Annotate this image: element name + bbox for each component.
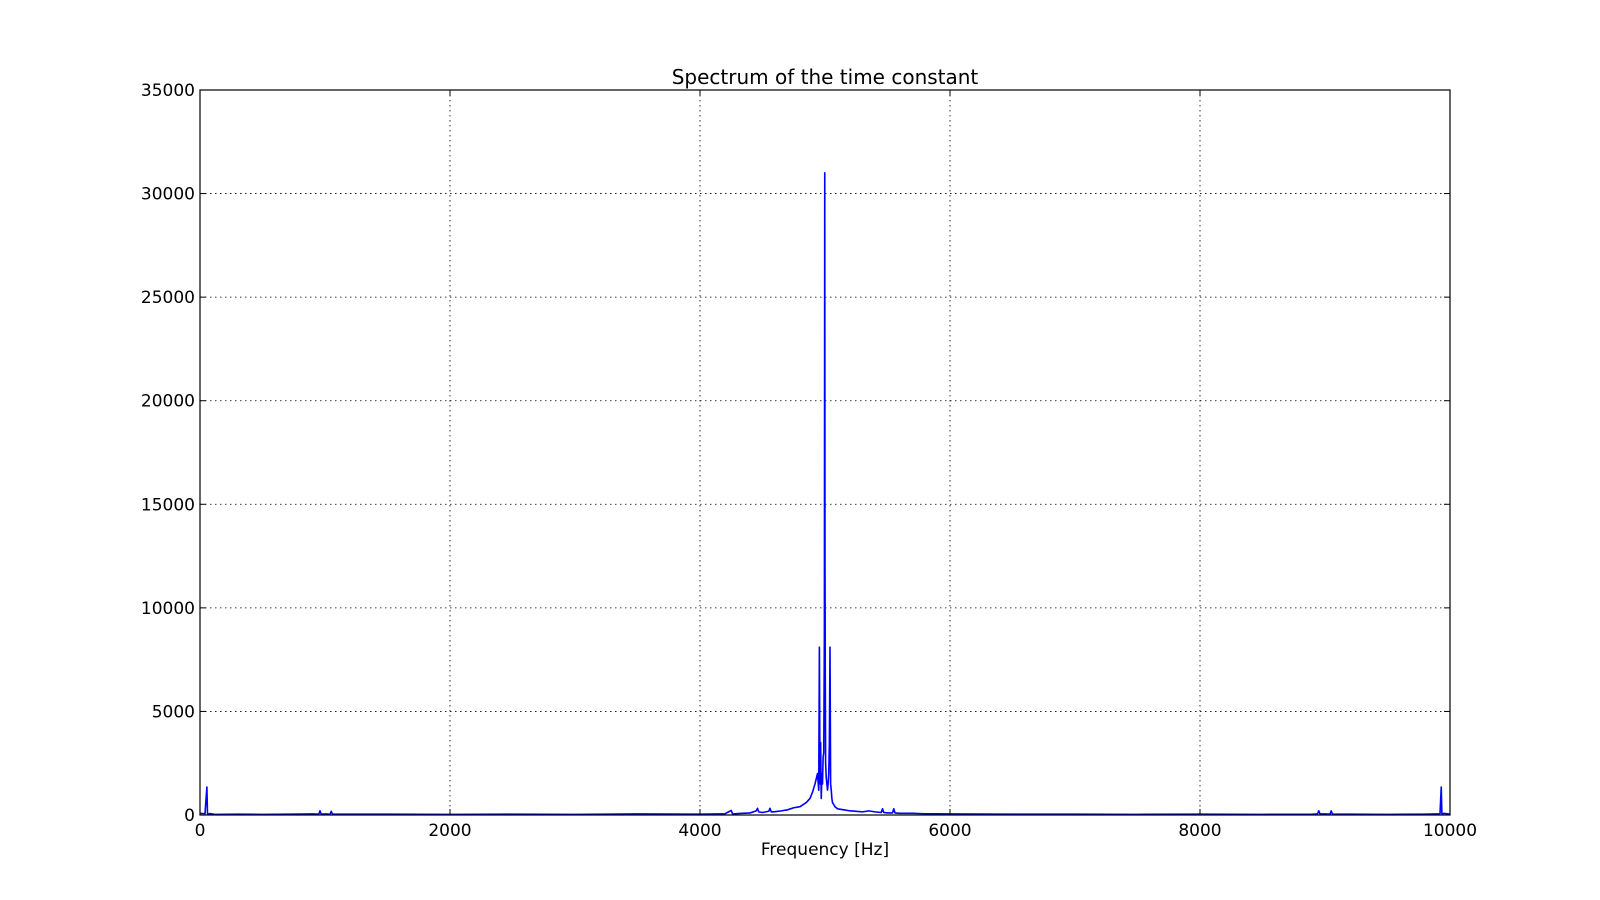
x-tick-label: 4000	[678, 821, 721, 841]
x-tick-label: 0	[195, 821, 206, 841]
y-tick-label: 35000	[141, 81, 195, 101]
x-axis-label: Frequency [Hz]	[761, 840, 889, 860]
y-tick-label: 0	[184, 806, 195, 826]
chart-title: Spectrum of the time constant	[672, 65, 979, 89]
x-tick-label: 10000	[1423, 821, 1477, 841]
spectrum-line	[199, 172, 1451, 816]
x-tick-label: 6000	[928, 821, 971, 841]
y-tick-label: 20000	[141, 392, 195, 412]
x-tick-label: 2000	[428, 821, 471, 841]
y-tick-label: 25000	[141, 288, 195, 308]
y-tick-label: 30000	[141, 185, 195, 205]
y-tick-label: 5000	[152, 702, 195, 722]
y-tick-label: 15000	[141, 495, 195, 515]
series-layer	[199, 172, 1451, 816]
y-tick-label: 10000	[141, 599, 195, 619]
ticks-layer: 0 2000 4000 6000 8000 10000 0 5000 10000 15000 200…	[141, 81, 1477, 841]
x-tick-label: 8000	[1178, 821, 1221, 841]
plot-frame	[199, 89, 1451, 816]
